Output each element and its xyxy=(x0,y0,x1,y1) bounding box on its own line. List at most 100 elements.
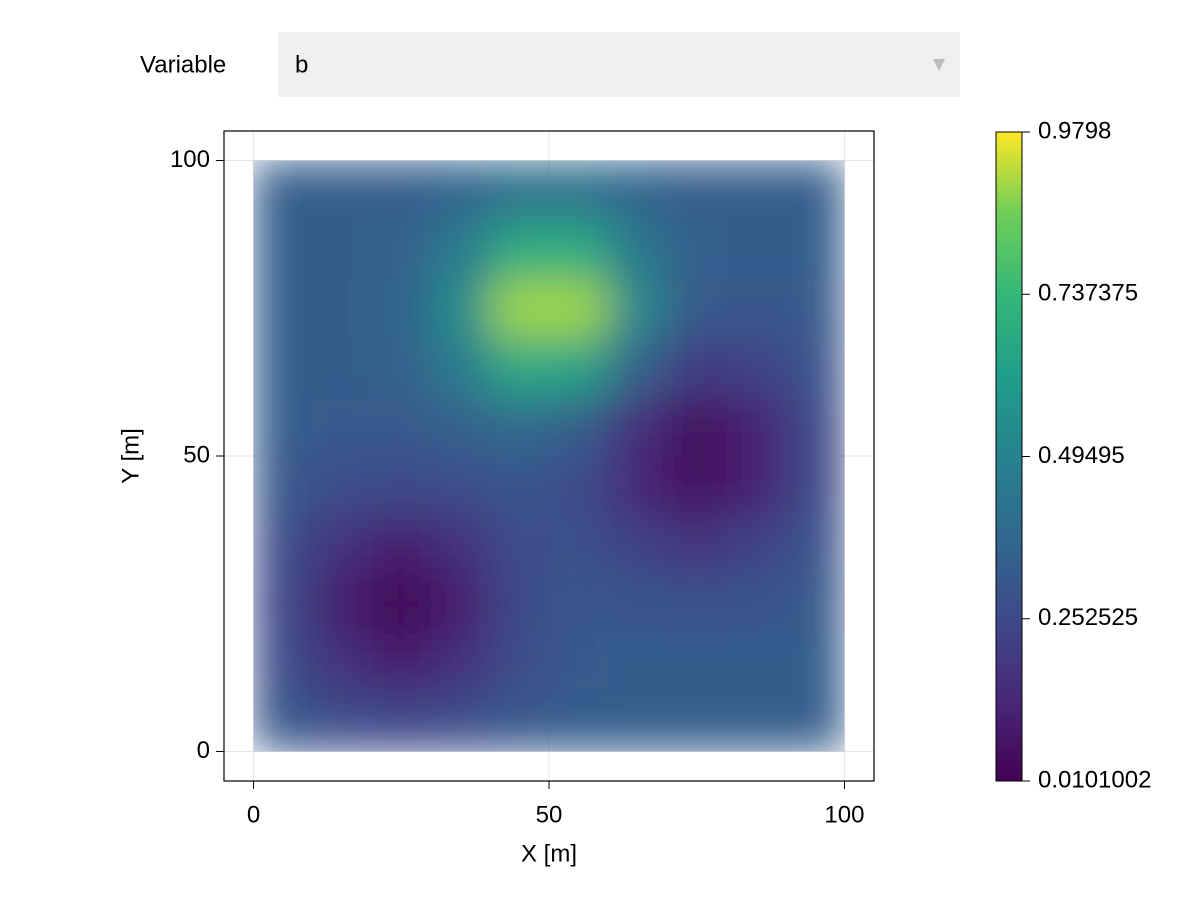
heatmap-cell xyxy=(608,219,668,280)
heatmap-cell xyxy=(549,692,609,752)
heatmap-cell xyxy=(489,456,550,516)
heatmap-cell xyxy=(312,219,373,280)
heatmap-cell xyxy=(726,574,786,634)
heatmap-cell xyxy=(667,574,727,634)
heatmap-cell xyxy=(371,337,432,398)
heatmap-cell xyxy=(430,692,491,752)
heatmap-cell xyxy=(253,337,314,398)
heatmap-cell xyxy=(312,160,373,221)
heatmap-cell xyxy=(549,337,609,398)
x-tick-label: 0 xyxy=(247,801,260,828)
dropdown-arrow[interactable] xyxy=(933,59,945,71)
colorbar xyxy=(995,131,1023,782)
heatmap-cell xyxy=(253,633,314,693)
heatmap-cell xyxy=(312,456,373,516)
heatmap-cell xyxy=(253,219,314,280)
heatmap-cell xyxy=(549,574,609,634)
heatmap-cell xyxy=(489,692,550,752)
heatmap-cell xyxy=(726,456,786,516)
heatmap-cell xyxy=(253,160,314,221)
heatmap-cell xyxy=(667,278,727,339)
heatmap-cell xyxy=(371,574,432,634)
colorbar-tick-label: 0.0101002 xyxy=(1038,766,1151,793)
heatmap-cell xyxy=(726,633,786,693)
heatmap-cell xyxy=(785,574,845,634)
heatmap-cell xyxy=(549,633,609,693)
heatmap-cell xyxy=(430,278,491,339)
heatmap-cell xyxy=(312,692,373,752)
dropdown-label: Variable xyxy=(140,51,226,78)
heatmap-cell xyxy=(489,160,550,221)
dropdown[interactable]: b xyxy=(278,32,960,97)
heatmap-clip xyxy=(253,160,845,752)
heatmap-cell xyxy=(489,219,550,280)
heatmap-cell xyxy=(667,456,727,516)
colorbar-tick-label: 0.49495 xyxy=(1038,442,1125,469)
heatmap-cell xyxy=(785,160,845,221)
heatmap-cell xyxy=(371,456,432,516)
y-tick-label: 0 xyxy=(197,737,210,764)
heatmap-cell xyxy=(549,456,609,516)
heatmap-cell xyxy=(253,692,314,752)
heatmap-cell xyxy=(726,337,786,398)
heatmap-cell xyxy=(430,515,491,575)
heatmap-cell xyxy=(430,396,491,457)
dropdown-value[interactable]: b xyxy=(295,51,308,78)
heatmap-cell xyxy=(549,219,609,280)
heatmap-cell xyxy=(312,337,373,398)
heatmap-cell xyxy=(608,515,668,575)
heatmap-cell xyxy=(549,515,609,575)
colorbar-tick-label: 0.252525 xyxy=(1038,604,1138,631)
heatmap-cell xyxy=(253,396,314,457)
heatmap-cell xyxy=(785,219,845,280)
heatmap-cell xyxy=(608,396,668,457)
heatmap-cell xyxy=(371,633,432,693)
heatmap-cell xyxy=(312,396,373,457)
heatmap-cell xyxy=(726,692,786,752)
heatmap-cell xyxy=(253,515,314,575)
heatmap-cell xyxy=(667,337,727,398)
heatmap-cell xyxy=(371,160,432,221)
heatmap xyxy=(253,160,845,752)
heatmap-cell xyxy=(489,515,550,575)
heatmap-cell xyxy=(253,278,314,339)
heatmap-cell xyxy=(785,278,845,339)
heatmap-cell xyxy=(726,219,786,280)
heatmap-cell xyxy=(667,633,727,693)
heatmap-cell xyxy=(726,278,786,339)
heatmap-cell xyxy=(667,396,727,457)
heatmap-cell xyxy=(785,633,845,693)
y-tick-label: 50 xyxy=(183,441,210,468)
heatmap-cell xyxy=(726,396,786,457)
x-tick-label: 50 xyxy=(536,801,563,828)
heatmap-cell xyxy=(253,456,314,516)
heatmap-cell xyxy=(312,633,373,693)
heatmap-cell xyxy=(430,160,491,221)
heatmap-cell xyxy=(608,337,668,398)
heatmap-cell xyxy=(489,396,550,457)
heatmap-cell xyxy=(608,633,668,693)
heatmap-cell xyxy=(430,219,491,280)
heatmap-cell xyxy=(430,633,491,693)
heatmap-cell xyxy=(489,633,550,693)
heatmap-cell xyxy=(667,219,727,280)
heatmap-cell xyxy=(608,278,668,339)
heatmap-cell xyxy=(667,692,727,752)
heatmap-cell xyxy=(608,574,668,634)
heatmap-cell xyxy=(371,515,432,575)
heatmap-cell xyxy=(726,160,786,221)
heatmap-cell xyxy=(667,160,727,221)
dropdown-box[interactable] xyxy=(278,32,960,97)
heatmap-cell xyxy=(608,692,668,752)
heatmap-cell xyxy=(371,278,432,339)
heatmap-cell xyxy=(667,515,727,575)
heatmap-cell xyxy=(371,219,432,280)
heatmap-cell xyxy=(785,396,845,457)
heatmap-cell xyxy=(785,337,845,398)
heatmap-cell xyxy=(312,574,373,634)
heatmap-cell xyxy=(430,456,491,516)
heatmap-cell xyxy=(785,456,845,516)
heatmap-cell xyxy=(312,278,373,339)
